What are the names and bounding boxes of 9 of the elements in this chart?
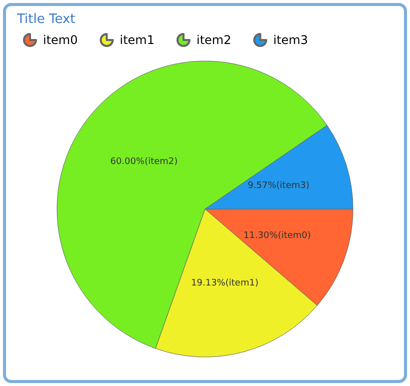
legend-label: item0: [43, 33, 78, 47]
legend-label: item2: [196, 33, 232, 47]
data-label: 60.00%(item2): [110, 157, 178, 168]
data-label: 9.57%(item3): [248, 181, 310, 192]
chart-title: Title Text: [16, 12, 76, 27]
data-label: 11.30%(item0): [243, 230, 311, 241]
legend-label: item1: [120, 33, 154, 47]
data-label: 19.13%(item1): [191, 278, 258, 288]
legend-label: item3: [273, 33, 308, 47]
